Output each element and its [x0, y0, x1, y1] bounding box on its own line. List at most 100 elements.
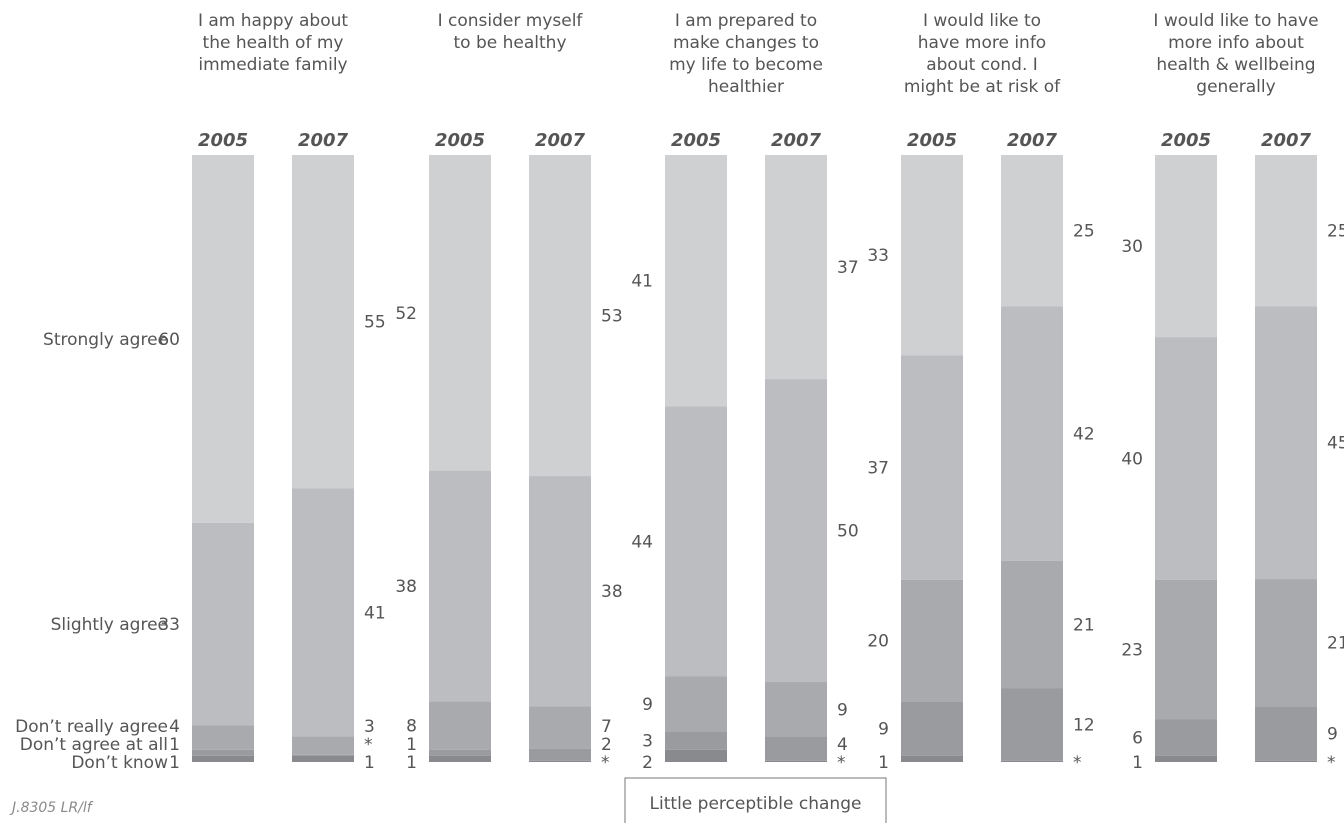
bar-segment [529, 155, 591, 477]
category-label: Slightly agree [51, 615, 168, 635]
group-title-line: I would like to have [1153, 11, 1318, 31]
bar-segment [192, 522, 254, 726]
value-label: 12 [1073, 715, 1095, 735]
year-label: 2005 [907, 130, 957, 151]
bar-segment [765, 736, 827, 761]
note-box [624, 777, 887, 823]
bar-segment [1255, 306, 1317, 580]
group-title-line: have more info [918, 33, 1046, 53]
value-label: 3 [364, 717, 375, 737]
bar-segment [429, 701, 491, 750]
value-label: 33 [867, 246, 889, 266]
bar-segment [1255, 155, 1317, 307]
value-label: * [1327, 753, 1336, 773]
value-label: 1 [878, 753, 889, 773]
bar-segment [529, 706, 591, 749]
value-label: 6 [1132, 729, 1143, 749]
group-title-line: health & wellbeing [1156, 55, 1315, 75]
category-label: Don’t know [71, 753, 168, 773]
value-label: 38 [395, 577, 417, 597]
group-title-line: generally [1196, 77, 1275, 97]
bar-segment [429, 749, 491, 756]
value-label: 8 [406, 717, 417, 737]
value-label: 2 [642, 753, 653, 773]
bar-segment [292, 736, 354, 755]
value-label: 7 [601, 717, 612, 737]
category-label: Strongly agree [43, 330, 168, 350]
value-label: 45 [1327, 434, 1344, 454]
value-label: 9 [642, 695, 653, 715]
year-label: 2005 [198, 130, 248, 151]
year-label: 2005 [435, 130, 485, 151]
value-label: 1 [364, 753, 375, 773]
value-label: 41 [631, 272, 653, 292]
bar-segment [529, 748, 591, 761]
value-label: 1 [406, 735, 417, 755]
bar-segment [665, 731, 727, 750]
bar-segment [765, 682, 827, 737]
value-label: 1 [406, 753, 417, 773]
value-label: 60 [158, 330, 180, 350]
value-label: 33 [158, 615, 180, 635]
bar-segment [665, 155, 727, 407]
year-label: 2005 [671, 130, 721, 151]
group-title-line: more info about [1168, 33, 1304, 53]
value-label: 1 [169, 753, 180, 773]
value-label: 3 [642, 732, 653, 752]
bar-segment [765, 155, 827, 380]
group-title-line: make changes to [673, 33, 819, 53]
bar-segment [292, 488, 354, 737]
group-title-line: I would like to [923, 11, 1041, 31]
value-label: 2 [601, 735, 612, 755]
category-label: Don’t really agree [15, 717, 168, 737]
bar-segment [901, 579, 963, 702]
group-title-line: my life to become [669, 55, 823, 75]
footer-reference: J.8305 LR/lf [9, 800, 94, 816]
group-title-line: healthier [708, 77, 784, 97]
value-label: 9 [1327, 725, 1338, 745]
group-title-line: immediate family [198, 55, 347, 75]
bar-segment [765, 379, 827, 683]
bar-segment [429, 470, 491, 702]
value-label: 21 [1327, 634, 1344, 654]
value-label: * [601, 753, 610, 773]
bar-segment [192, 749, 254, 756]
value-label: 37 [837, 258, 859, 278]
bar-segment [1255, 706, 1317, 761]
value-label: 9 [878, 720, 889, 740]
value-label: * [1073, 753, 1082, 773]
value-label: 41 [364, 603, 386, 623]
bar-segment [292, 754, 354, 756]
group-title-line: about cond. I [926, 55, 1038, 75]
bar-segment [1001, 560, 1063, 689]
bar-segment [1155, 155, 1217, 338]
bar-segment [192, 755, 254, 762]
bar-segment [292, 155, 354, 489]
year-label: 2007 [1261, 130, 1312, 151]
value-label: 1 [1132, 753, 1143, 773]
bar-segment [665, 749, 727, 762]
value-label: 25 [1327, 222, 1344, 242]
value-label: 30 [1121, 237, 1143, 257]
group-title-line: I am happy about [198, 11, 348, 31]
year-label: 2005 [1161, 130, 1211, 151]
year-label: 2007 [1007, 130, 1058, 151]
bar-segment [1001, 155, 1063, 307]
bar-segment [901, 355, 963, 580]
category-label: Don’t agree at all [20, 735, 168, 755]
bar-segment [665, 676, 727, 732]
group-title-line: I consider myself [438, 11, 584, 31]
bar-segment [529, 476, 591, 707]
note-text: Little perceptible change [650, 794, 862, 814]
bars-layer [192, 155, 1317, 762]
value-label: 25 [1073, 222, 1095, 242]
value-label: 53 [601, 307, 623, 327]
group-title-line: I am prepared to [675, 11, 817, 31]
value-label: 42 [1073, 425, 1095, 445]
value-label: 52 [395, 304, 417, 324]
value-label: 20 [867, 632, 889, 652]
bar-segment [1155, 755, 1217, 762]
bar-segment [1001, 760, 1063, 762]
year-label: 2007 [771, 130, 822, 151]
